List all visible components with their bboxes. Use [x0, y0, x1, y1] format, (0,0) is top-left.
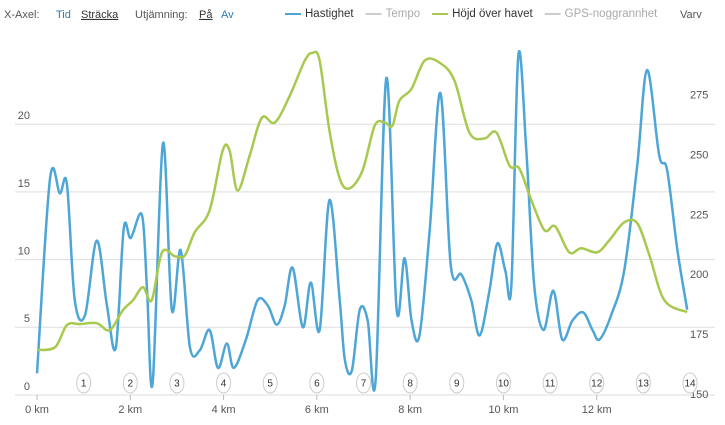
lap-marker[interactable] — [262, 372, 278, 394]
lap-label: 11 — [545, 379, 556, 390]
lap-label: 4 — [221, 379, 227, 390]
lap-label: 5 — [267, 379, 273, 390]
lap-label: 13 — [638, 379, 650, 390]
x-tick-label: 10 km — [488, 404, 518, 416]
smoothing-option[interactable]: På — [199, 9, 213, 21]
lap-marker[interactable] — [356, 372, 371, 394]
y2-tick-label: 200 — [690, 269, 708, 281]
series-line — [35, 50, 689, 392]
y-tick-label: 0 — [24, 381, 30, 393]
x-axis-label: X-Axel: — [4, 9, 39, 21]
laps-label: Varv — [680, 9, 702, 21]
y2-tick-label: 275 — [690, 90, 708, 102]
y2-tick-label: 175 — [690, 329, 708, 341]
lap-marker[interactable] — [449, 372, 465, 394]
x-axis-option[interactable]: Tid — [56, 9, 71, 21]
lap-label: 9 — [454, 379, 460, 390]
lap-label: 10 — [498, 379, 510, 390]
legend-label[interactable]: Höjd över havet — [452, 8, 533, 20]
lap-marker[interactable] — [169, 372, 185, 394]
legend-label[interactable]: Hastighet — [305, 8, 354, 20]
lap-marker[interactable] — [216, 372, 232, 394]
y-tick-label: 20 — [18, 110, 30, 122]
lap-label: 12 — [591, 379, 603, 390]
lap-marker[interactable] — [495, 372, 511, 394]
x-tick-label: 12 km — [582, 404, 612, 416]
lap-label: 14 — [684, 379, 696, 390]
y2-tick-label: 150 — [690, 389, 708, 401]
lap-marker[interactable] — [682, 372, 698, 394]
lap-label: 6 — [314, 379, 320, 390]
x-tick-label: 4 km — [212, 404, 236, 416]
lap-marker[interactable] — [635, 372, 651, 394]
lap-marker[interactable] — [402, 372, 418, 394]
lap-label: 2 — [128, 379, 134, 390]
smoothing-option[interactable]: Av — [221, 9, 234, 21]
legend-label[interactable]: GPS-noggrannhet — [565, 8, 659, 20]
y2-tick-label: 250 — [690, 149, 708, 161]
x-tick-label: 8 km — [398, 404, 422, 416]
series-line — [36, 50, 688, 352]
lap-label: 7 — [361, 379, 367, 390]
x-tick-label: 0 km — [25, 404, 49, 416]
lap-marker[interactable] — [542, 372, 558, 394]
lap-label: 1 — [81, 379, 87, 390]
y-tick-label: 5 — [24, 313, 30, 325]
lap-label: 3 — [174, 379, 180, 390]
lap-marker[interactable] — [309, 372, 325, 394]
lap-label: 8 — [407, 379, 413, 390]
lap-marker[interactable] — [76, 372, 92, 394]
y-tick-label: 10 — [18, 246, 30, 258]
x-axis-option[interactable]: Sträcka — [81, 9, 119, 21]
x-tick-label: 2 km — [118, 404, 142, 416]
y-tick-label: 15 — [18, 178, 30, 190]
y2-tick-label: 225 — [690, 209, 708, 221]
x-tick-label: 6 km — [305, 404, 329, 416]
smoothing-label: Utjämning: — [135, 9, 188, 21]
legend-label[interactable]: Tempo — [386, 8, 421, 20]
lap-marker[interactable] — [122, 372, 138, 394]
lap-marker[interactable] — [589, 372, 605, 394]
